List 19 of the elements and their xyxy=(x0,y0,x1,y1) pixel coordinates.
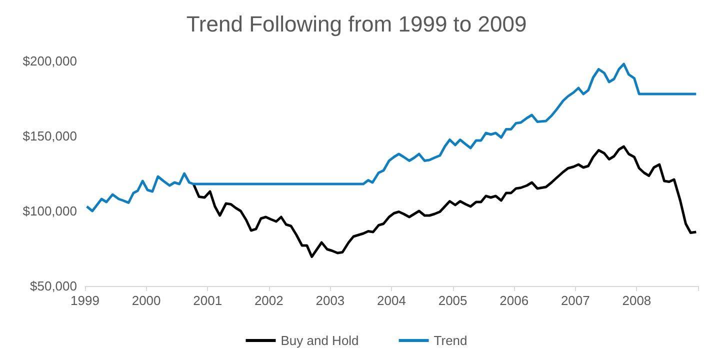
line-series xyxy=(86,62,698,212)
x-tick-label: 2008 xyxy=(622,293,652,308)
x-tick-label: 2000 xyxy=(132,293,161,308)
x-tick-label: 2005 xyxy=(438,293,468,308)
x-tick-label: 1999 xyxy=(70,293,100,308)
y-tick-label: $200,000 xyxy=(22,54,77,68)
y-tick-label: $50,000 xyxy=(30,278,77,294)
chart-title: Trend Following from 1999 to 2009 xyxy=(186,12,527,36)
y-tick-label: $100,000 xyxy=(22,204,77,218)
x-tick-label: 2004 xyxy=(377,293,406,308)
x-tick-label: 2006 xyxy=(500,293,529,308)
legend-label: Buy and Hold xyxy=(280,333,359,348)
x-tick-label: 2002 xyxy=(254,293,284,308)
x-tick-label: 2003 xyxy=(316,293,345,308)
x-tick-label: 2007 xyxy=(560,293,590,308)
legend-label: Trend xyxy=(434,333,468,348)
line-series xyxy=(192,145,698,258)
y-tick-label: $150,000 xyxy=(22,128,77,144)
x-tick-label: 2001 xyxy=(193,293,222,308)
